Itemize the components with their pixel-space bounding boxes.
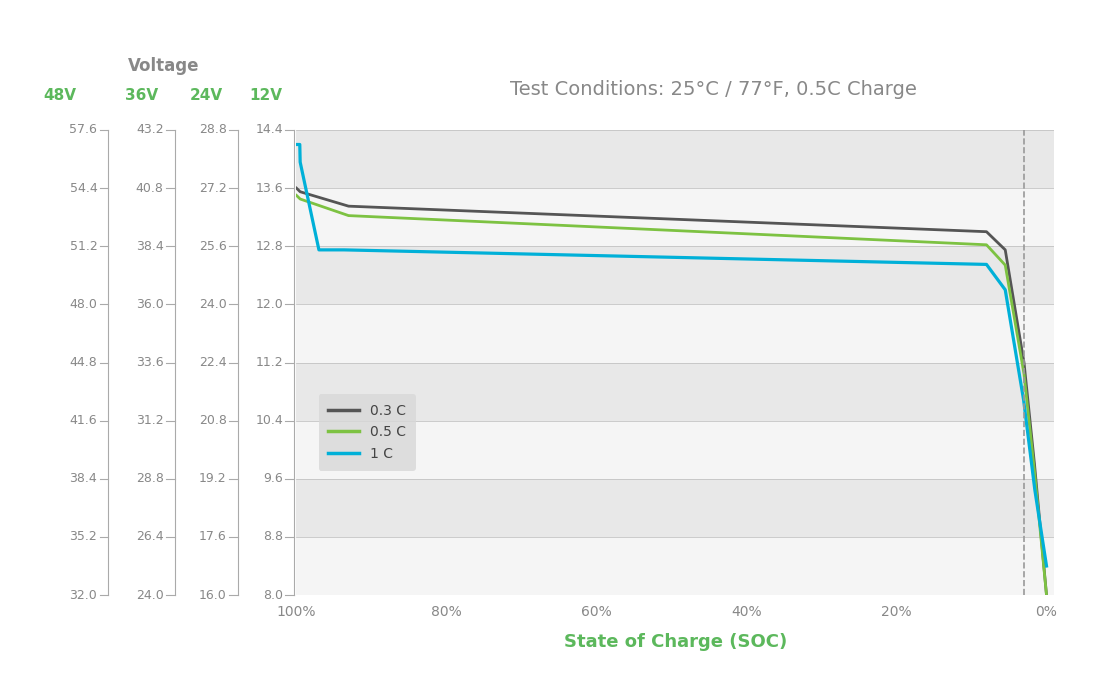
- Text: 25.6: 25.6: [199, 239, 227, 253]
- Text: 32.0: 32.0: [70, 588, 97, 602]
- Text: 14.4: 14.4: [255, 123, 283, 137]
- Text: 24V: 24V: [190, 88, 222, 103]
- Text: 13.6: 13.6: [255, 181, 283, 195]
- Text: 36V: 36V: [125, 88, 158, 103]
- Text: 11.2: 11.2: [255, 356, 283, 369]
- Text: 48V: 48V: [43, 88, 76, 103]
- Text: 26.4: 26.4: [136, 530, 164, 544]
- Text: 43.2: 43.2: [136, 123, 164, 137]
- Text: 20.8: 20.8: [199, 414, 227, 428]
- Text: 12V: 12V: [250, 88, 282, 103]
- Bar: [296, 363, 1054, 421]
- Text: 54.4: 54.4: [70, 181, 97, 195]
- Bar: [296, 130, 1054, 188]
- Text: 9.6: 9.6: [263, 472, 283, 486]
- Text: 48.0: 48.0: [70, 298, 97, 311]
- Text: Voltage: Voltage: [128, 57, 199, 75]
- Text: 16.0: 16.0: [199, 588, 227, 602]
- Bar: [296, 537, 1054, 595]
- X-axis label: State of Charge (SOC): State of Charge (SOC): [564, 633, 786, 650]
- Text: 12.0: 12.0: [255, 298, 283, 311]
- Bar: [296, 246, 1054, 304]
- Text: 51.2: 51.2: [70, 239, 97, 253]
- Text: 38.4: 38.4: [136, 239, 164, 253]
- Text: 33.6: 33.6: [136, 356, 164, 369]
- Bar: [296, 479, 1054, 537]
- Text: 38.4: 38.4: [70, 472, 97, 486]
- Text: 27.2: 27.2: [199, 181, 227, 195]
- Text: 8.8: 8.8: [263, 530, 283, 544]
- Legend: 0.3 C, 0.5 C, 1 C: 0.3 C, 0.5 C, 1 C: [319, 394, 416, 471]
- Text: 41.6: 41.6: [70, 414, 97, 428]
- Text: 22.4: 22.4: [199, 356, 227, 369]
- Text: 10.4: 10.4: [255, 414, 283, 428]
- Text: 8.0: 8.0: [263, 588, 283, 602]
- Text: Test Conditions: 25°C / 77°F, 0.5C Charge: Test Conditions: 25°C / 77°F, 0.5C Charg…: [510, 80, 917, 99]
- Text: 44.8: 44.8: [70, 356, 97, 369]
- Text: 40.8: 40.8: [136, 181, 164, 195]
- Bar: [296, 421, 1054, 479]
- Text: 24.0: 24.0: [199, 298, 227, 311]
- Text: 35.2: 35.2: [70, 530, 97, 544]
- Text: 28.8: 28.8: [199, 123, 227, 137]
- Text: 17.6: 17.6: [199, 530, 227, 544]
- Bar: [296, 188, 1054, 246]
- Text: 57.6: 57.6: [70, 123, 97, 137]
- Text: 19.2: 19.2: [199, 472, 227, 486]
- Text: 24.0: 24.0: [136, 588, 164, 602]
- Text: 28.8: 28.8: [136, 472, 164, 486]
- Bar: [296, 304, 1054, 363]
- Text: 12.8: 12.8: [255, 239, 283, 253]
- Text: 31.2: 31.2: [136, 414, 164, 428]
- Text: 36.0: 36.0: [136, 298, 164, 311]
